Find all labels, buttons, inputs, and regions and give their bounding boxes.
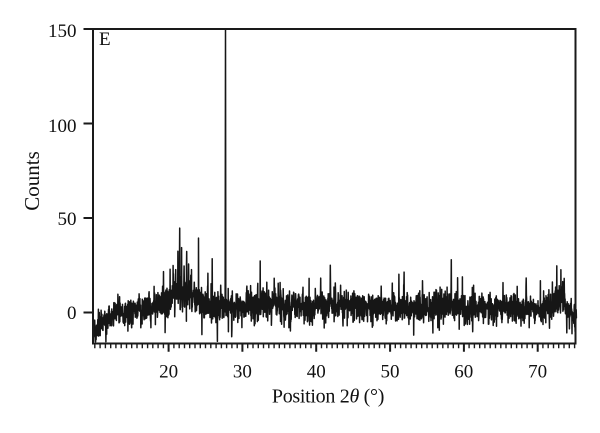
svg-text:Counts: Counts (20, 151, 44, 211)
svg-text:20: 20 (159, 362, 178, 383)
svg-text:30: 30 (233, 362, 252, 383)
svg-text:50: 50 (381, 362, 400, 383)
svg-text:70: 70 (528, 362, 547, 383)
svg-text:40: 40 (307, 362, 326, 383)
svg-text:60: 60 (454, 362, 473, 383)
svg-text:E: E (99, 29, 111, 50)
svg-text:150: 150 (48, 21, 77, 42)
svg-text:Position 2θ (°): Position 2θ (°) (272, 386, 384, 408)
svg-text:0: 0 (67, 303, 77, 324)
svg-text:50: 50 (58, 209, 77, 230)
svg-text:100: 100 (48, 116, 77, 137)
